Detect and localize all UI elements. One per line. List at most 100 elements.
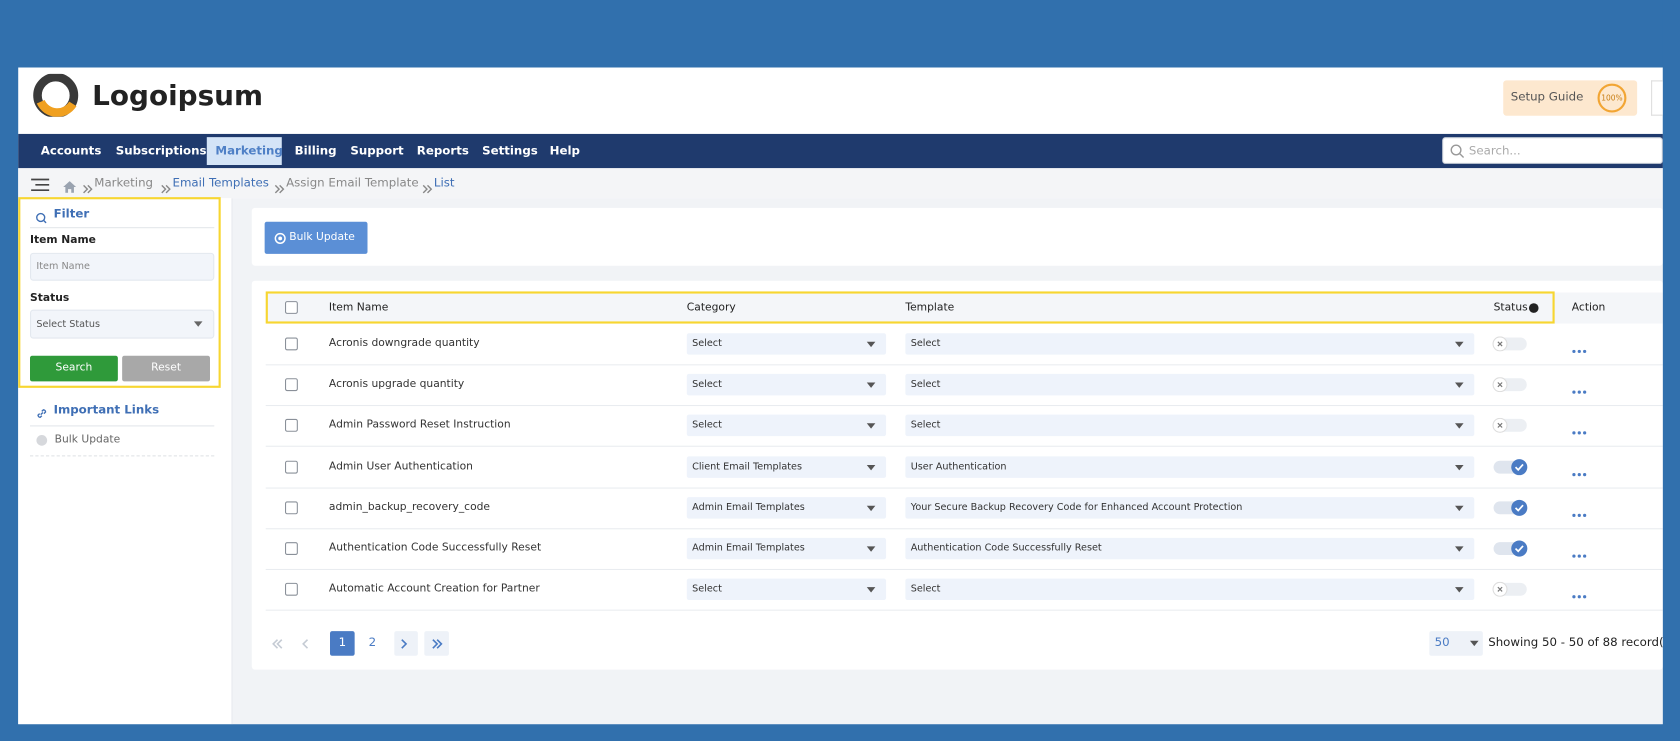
nav-item[interactable]: Settings bbox=[482, 143, 538, 158]
category-select[interactable] bbox=[686, 415, 887, 437]
nav-item[interactable]: Billing bbox=[294, 143, 337, 158]
template-value: Select bbox=[910, 584, 941, 595]
nav-item[interactable]: Accounts bbox=[40, 143, 102, 158]
checkbox[interactable] bbox=[285, 419, 298, 433]
bulk-update-button[interactable] bbox=[264, 221, 368, 254]
page-button bbox=[266, 631, 290, 656]
category-select[interactable] bbox=[686, 374, 887, 396]
status-info-icon bbox=[1528, 303, 1539, 313]
nav-item[interactable]: Marketing bbox=[215, 143, 283, 158]
page-button bbox=[296, 631, 320, 656]
page-button[interactable] bbox=[330, 631, 355, 656]
item-name: Authentication Code Successfully Reset bbox=[328, 542, 542, 554]
table-header-bg bbox=[265, 292, 1663, 324]
category-select[interactable] bbox=[686, 496, 887, 519]
dropdown-caret bbox=[866, 423, 876, 429]
right-clip bbox=[1662, 0, 1680, 741]
status-toggle[interactable] bbox=[1492, 418, 1527, 434]
dropdown-caret bbox=[1455, 546, 1464, 552]
category-select[interactable] bbox=[686, 333, 887, 355]
sidebar bbox=[18, 198, 233, 725]
status-select[interactable] bbox=[30, 309, 215, 339]
nav-item[interactable]: Help bbox=[549, 143, 580, 158]
checkbox[interactable] bbox=[285, 583, 298, 596]
status-label: Status bbox=[30, 292, 70, 305]
row-actions[interactable] bbox=[1572, 340, 1587, 354]
nav-search[interactable] bbox=[1442, 137, 1663, 164]
search-button-label: Search bbox=[55, 362, 93, 374]
template-select[interactable] bbox=[905, 415, 1475, 437]
checkbox[interactable] bbox=[285, 378, 298, 392]
status-toggle[interactable] bbox=[1493, 499, 1528, 516]
breadcrumb-item[interactable]: List bbox=[433, 175, 455, 190]
checkbox[interactable] bbox=[285, 460, 298, 474]
page-button[interactable] bbox=[394, 631, 418, 656]
reset-button[interactable] bbox=[122, 355, 211, 382]
row-actions[interactable] bbox=[1572, 585, 1587, 599]
dropdown-caret bbox=[1470, 640, 1479, 647]
toolbar-card bbox=[251, 207, 1663, 266]
link-bullet bbox=[36, 435, 48, 446]
important-links-title: Important Links bbox=[53, 402, 160, 417]
reset-button-label: Reset bbox=[151, 362, 182, 374]
setup-progress-ring bbox=[1597, 83, 1627, 113]
dropdown-caret bbox=[1455, 382, 1464, 389]
status-toggle[interactable] bbox=[1492, 336, 1527, 352]
template-select[interactable] bbox=[905, 496, 1475, 519]
template-select[interactable] bbox=[905, 374, 1475, 396]
status-toggle[interactable] bbox=[1492, 581, 1527, 597]
checkbox[interactable] bbox=[285, 542, 298, 556]
template-select[interactable] bbox=[905, 333, 1475, 355]
search-button[interactable] bbox=[30, 355, 118, 382]
template-value: Select bbox=[910, 420, 941, 432]
user-avatar bbox=[1651, 80, 1663, 116]
template-select[interactable] bbox=[905, 578, 1475, 601]
dropdown-caret bbox=[866, 505, 876, 511]
dropdown-caret bbox=[866, 341, 876, 348]
status-toggle[interactable] bbox=[1493, 458, 1528, 475]
dropdown-caret bbox=[1455, 341, 1464, 348]
page-button[interactable] bbox=[424, 631, 449, 656]
category-value: Select bbox=[692, 584, 722, 595]
item-name-input[interactable] bbox=[30, 252, 215, 281]
item-name: Admin User Authentication bbox=[328, 460, 473, 473]
home-icon[interactable] bbox=[63, 177, 77, 193]
category-select[interactable] bbox=[686, 455, 887, 478]
column-header: Status bbox=[1493, 302, 1528, 314]
checkbox[interactable] bbox=[285, 501, 298, 515]
breadcrumb-item: Assign Email Template bbox=[286, 175, 419, 190]
menu-toggle[interactable] bbox=[31, 176, 50, 192]
page-number[interactable]: 1 bbox=[338, 635, 347, 650]
dropdown-caret bbox=[1455, 423, 1464, 429]
bulk-update-label: Bulk Update bbox=[289, 231, 355, 244]
row-actions[interactable] bbox=[1572, 503, 1587, 517]
category-select[interactable] bbox=[686, 578, 887, 601]
template-select[interactable] bbox=[905, 537, 1475, 560]
page-number[interactable]: 2 bbox=[368, 635, 377, 650]
checkbox[interactable] bbox=[285, 337, 298, 351]
category-select[interactable] bbox=[686, 537, 887, 560]
filter-icon bbox=[35, 208, 47, 224]
dropdown-caret bbox=[193, 321, 203, 327]
row-actions[interactable] bbox=[1572, 421, 1587, 435]
breadcrumb-item[interactable]: Email Templates bbox=[172, 175, 269, 190]
nav-item[interactable]: Support bbox=[350, 143, 404, 158]
checkbox[interactable] bbox=[285, 301, 298, 314]
row-actions[interactable] bbox=[1572, 381, 1587, 394]
important-link[interactable]: Bulk Update bbox=[54, 433, 121, 446]
column-header: Category bbox=[686, 302, 736, 314]
category-value: Select bbox=[692, 420, 722, 432]
row-actions[interactable] bbox=[1572, 462, 1587, 476]
nav-item[interactable]: Subscriptions bbox=[115, 143, 207, 158]
breadcrumb-sep bbox=[274, 178, 285, 194]
row-divider bbox=[265, 609, 1663, 611]
row-actions[interactable] bbox=[1572, 544, 1587, 558]
nav-item[interactable]: Reports bbox=[416, 143, 469, 158]
status-toggle[interactable] bbox=[1492, 377, 1527, 393]
template-select[interactable] bbox=[905, 455, 1475, 478]
status-toggle[interactable] bbox=[1493, 540, 1528, 557]
breadcrumb-sep bbox=[83, 178, 94, 194]
dropdown-caret bbox=[1455, 464, 1464, 470]
